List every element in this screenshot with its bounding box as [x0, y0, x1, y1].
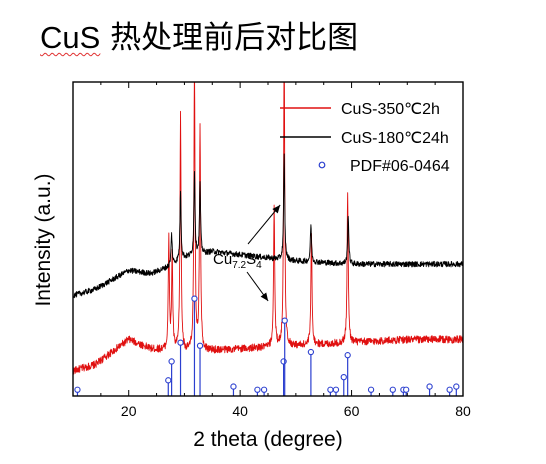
plot-data: [73, 82, 463, 396]
reference-marker: [254, 386, 261, 393]
annotation-arrow: [247, 204, 281, 245]
reference-marker: [332, 386, 340, 393]
axis-layer: 20 40 60 80: [72, 82, 471, 419]
legend-swatch-3: [318, 161, 326, 169]
legend-label-3: PDF#06-0464: [350, 158, 450, 175]
reference-marker: [230, 383, 237, 390]
phase-annotation: Cu7.2S4: [213, 251, 262, 271]
x-tick-label: 60: [344, 403, 360, 419]
reference-marker: [453, 383, 460, 390]
series-line-1: [73, 82, 463, 375]
reference-marker: [177, 339, 184, 346]
reference-marker: [260, 386, 268, 393]
annotation-layer: Cu7.2S4: [213, 204, 281, 302]
phase-annotation-part: Cu: [213, 251, 232, 268]
slide-title: CuS 热处理前后对比图: [40, 12, 358, 57]
phase-annotation-part: 7.2: [232, 260, 246, 271]
legend-label-2: CuS-180℃24h: [341, 130, 449, 147]
reference-marker: [327, 386, 334, 393]
reference-marker: [165, 377, 172, 384]
reference-marker: [196, 342, 204, 349]
title-formula: CuS: [40, 20, 101, 55]
reference-marker: [344, 352, 351, 359]
reference-marker: [280, 358, 287, 365]
reference-marker: [367, 386, 375, 393]
x-tick-label: 80: [455, 403, 471, 419]
legend: CuS-350℃2h CuS-180℃24h PDF#06-0464: [280, 101, 450, 175]
reference-marker: [446, 386, 453, 393]
reference-marker: [191, 295, 198, 302]
phase-annotation-part: S: [246, 251, 256, 268]
reference-marker: [281, 317, 288, 324]
reference-marker: [426, 383, 433, 390]
x-tick-label: 20: [121, 403, 137, 419]
annotation-arrowhead: [272, 205, 281, 214]
title-rest: 热处理前后对比图: [100, 20, 359, 56]
reference-marker: [74, 386, 81, 393]
y-axis-label: Intensity (a.u.): [32, 173, 55, 306]
reference-marker: [307, 348, 315, 356]
phase-annotation-part: 4: [256, 260, 262, 271]
reference-marker: [403, 386, 410, 393]
series-line-2: [73, 153, 463, 299]
x-axis-label: 2 theta (degree): [193, 428, 342, 451]
reference-marker: [340, 374, 347, 381]
reference-marker: [168, 358, 175, 365]
legend-label-1: CuS-350℃2h: [341, 101, 440, 118]
reference-marker: [389, 386, 396, 393]
x-tick-label: 40: [232, 403, 248, 419]
annotation-arrowhead: [260, 292, 269, 301]
